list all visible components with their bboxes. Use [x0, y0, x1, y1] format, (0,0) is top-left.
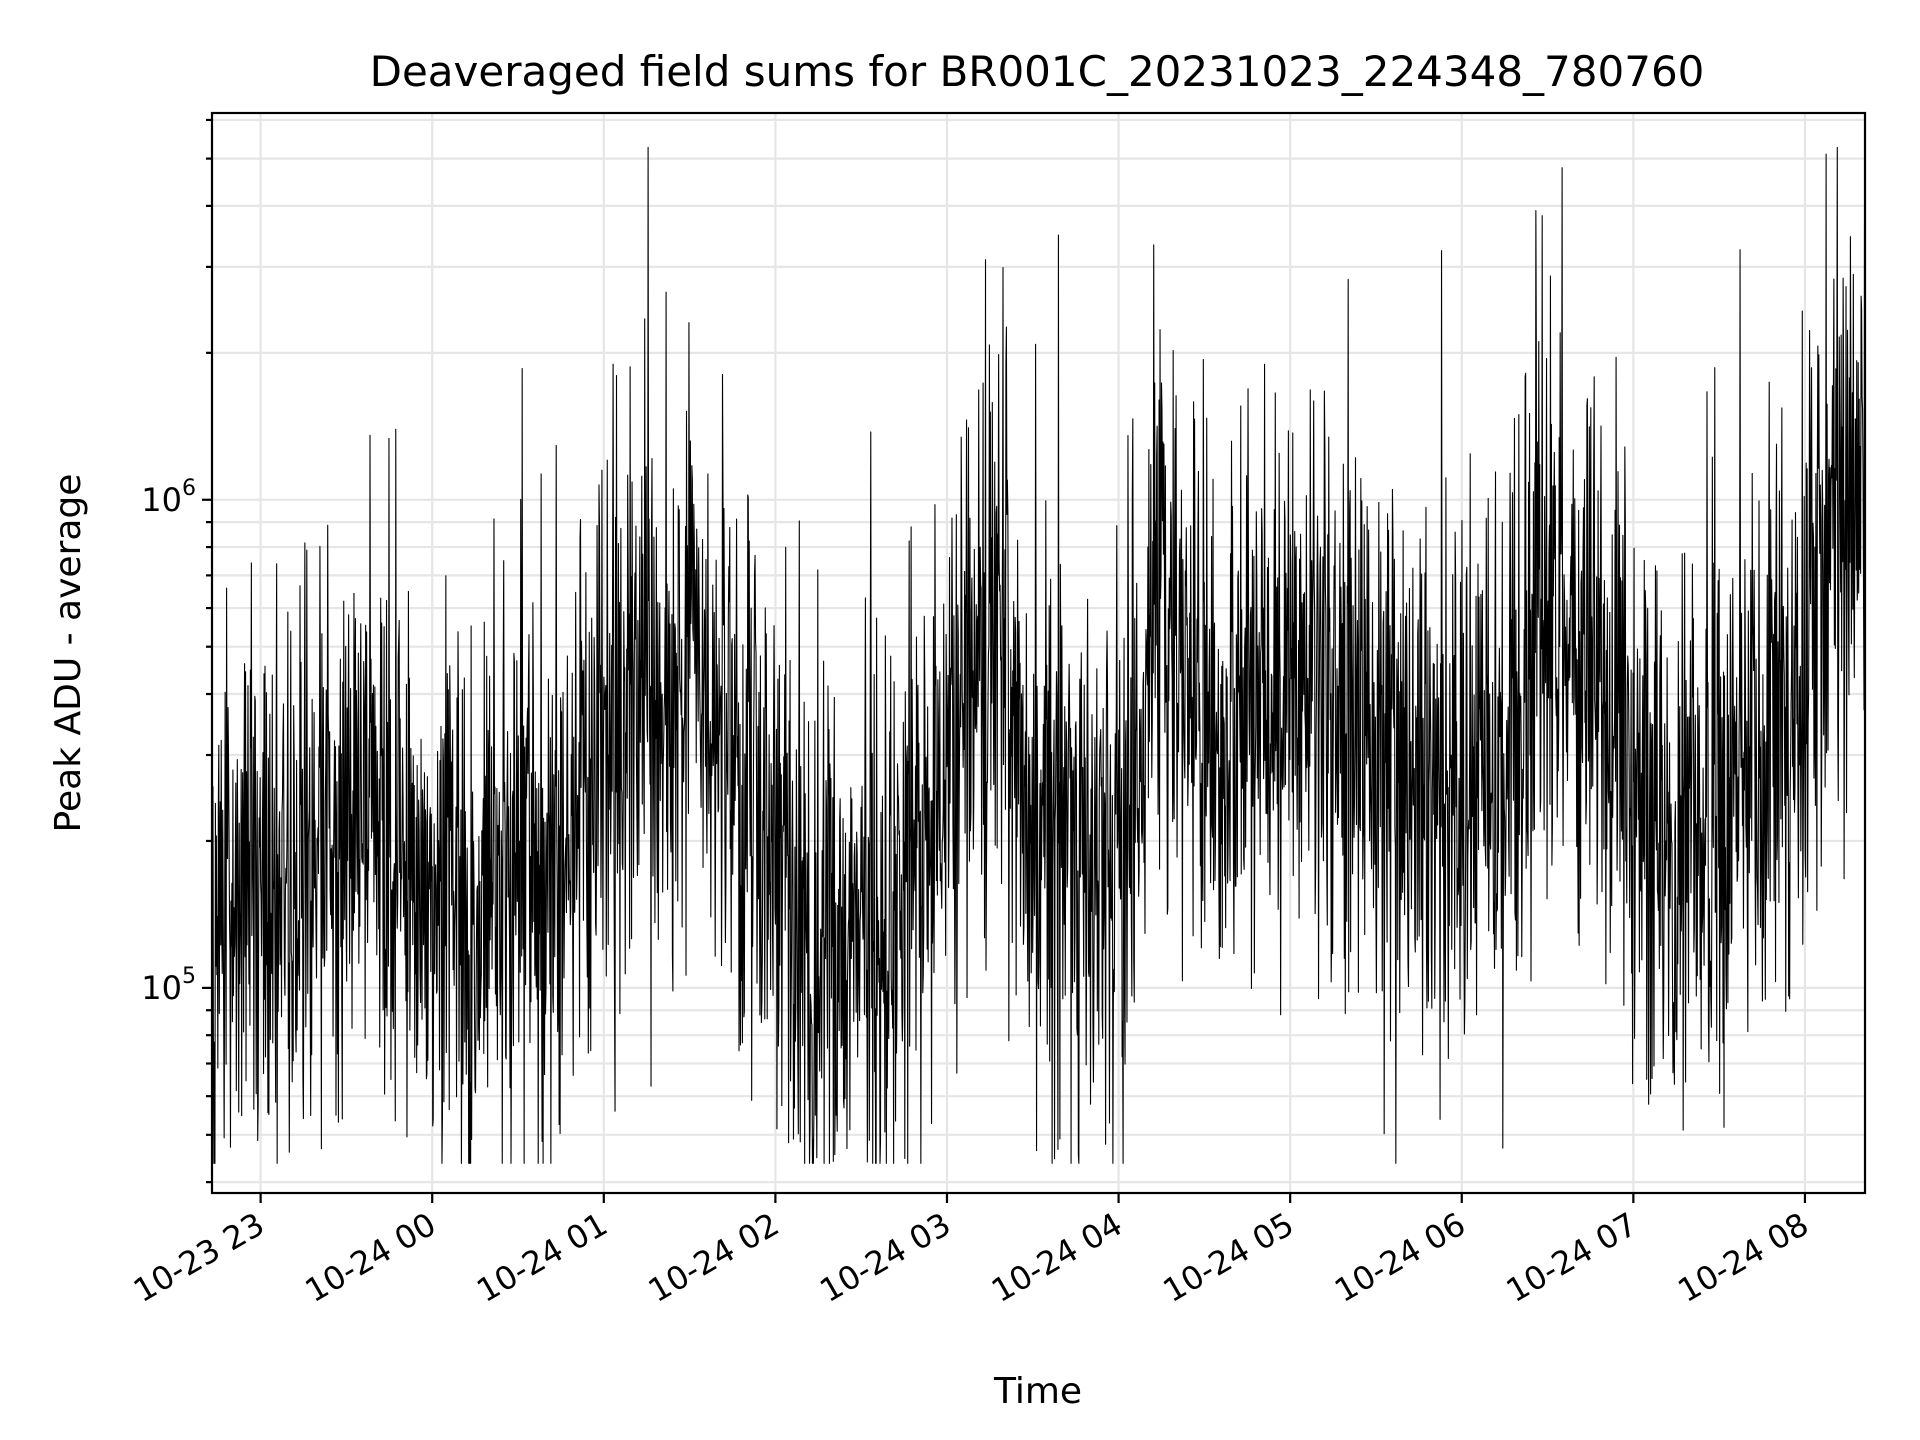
x-tick-label: 10-24 07 — [1500, 1205, 1644, 1310]
x-tick-label: 10-24 00 — [299, 1205, 443, 1310]
y-axis-label: Peak ADU - average — [48, 474, 89, 833]
chart-title: Deaveraged field sums for BR001C_2023102… — [370, 47, 1705, 96]
x-tick-label: 10-24 05 — [1157, 1205, 1301, 1310]
x-tick-label: 10-24 04 — [985, 1205, 1129, 1310]
series-line — [211, 146, 1866, 1164]
x-tick-label: 10-24 06 — [1328, 1205, 1472, 1310]
y-tick-label: 106 — [141, 476, 196, 519]
x-tick-label: 10-24 08 — [1671, 1205, 1815, 1310]
plot-frame — [210, 111, 1867, 1195]
x-tick-label: 10-24 02 — [642, 1205, 786, 1310]
x-tick-label: 10-24 03 — [813, 1205, 957, 1310]
x-tick-label: 10-24 01 — [470, 1205, 614, 1310]
series-layer — [211, 146, 1866, 1164]
x-tick-label: 10-23 23 — [127, 1205, 271, 1310]
x-axis-label: Time — [993, 1371, 1082, 1412]
y-tick-label: 105 — [141, 964, 196, 1007]
